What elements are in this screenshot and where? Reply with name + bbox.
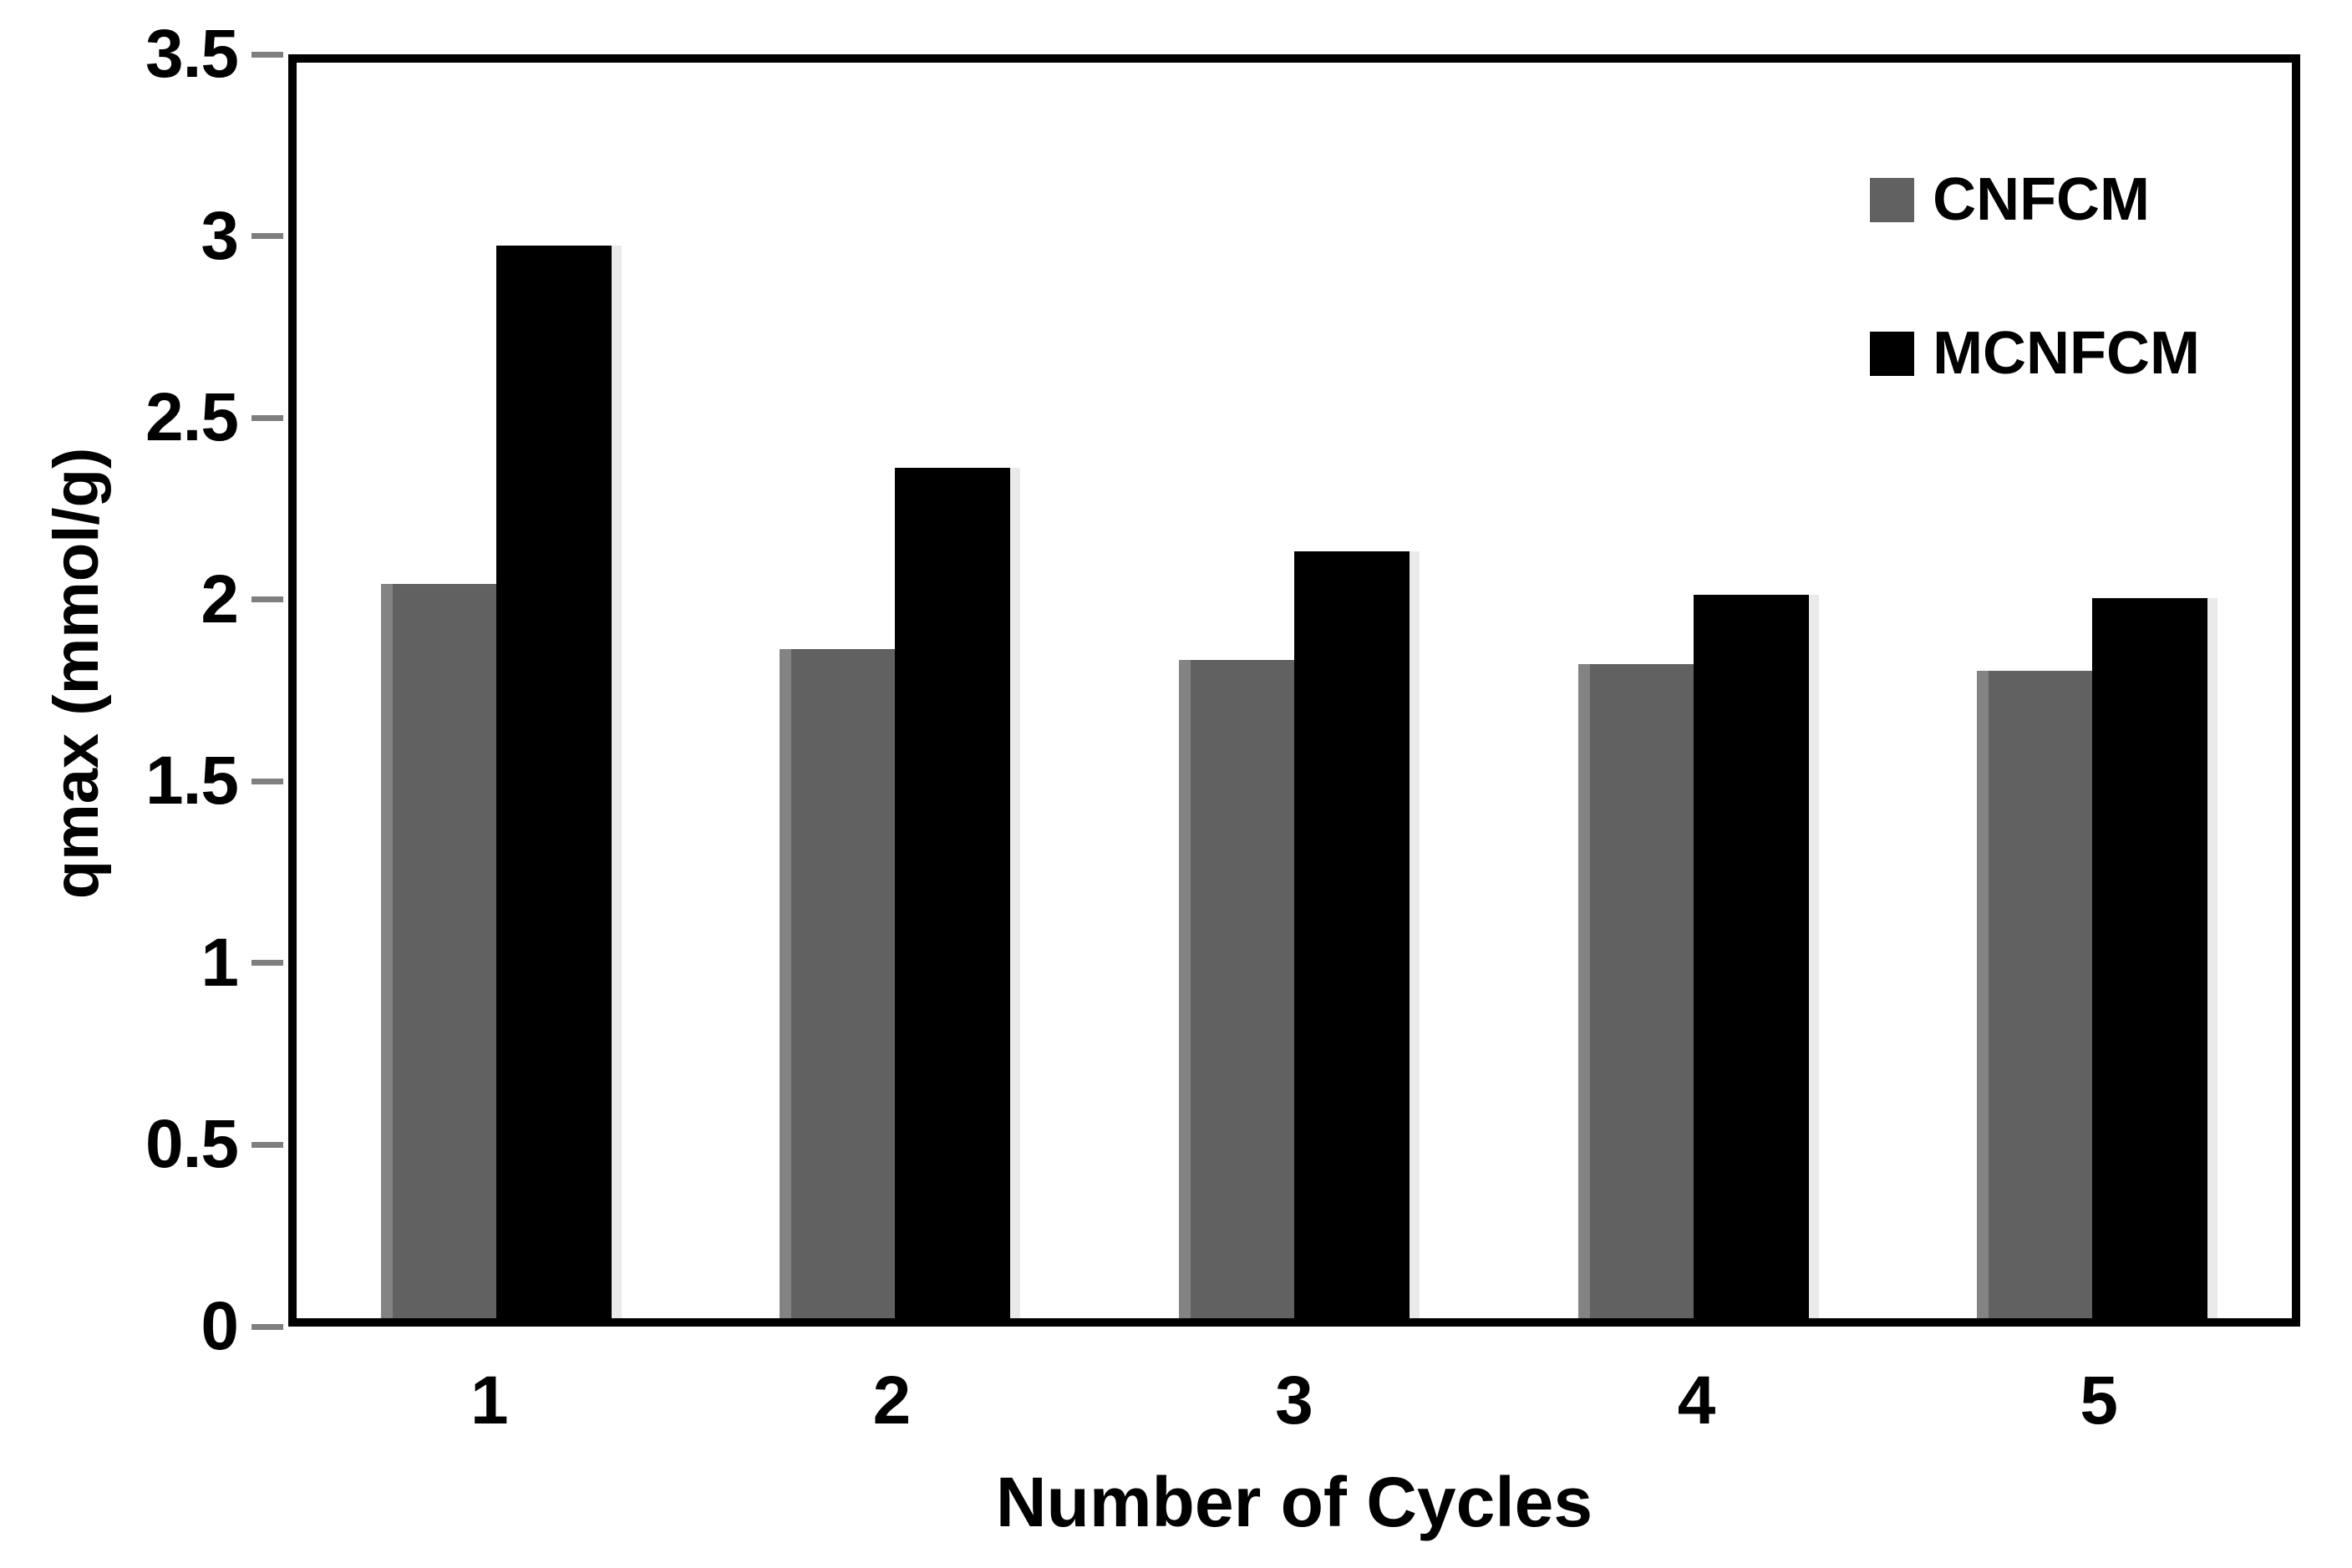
bar-mcnfcm-cycle-5 bbox=[2092, 598, 2208, 1318]
legend-swatch-cnfcm bbox=[1870, 177, 1915, 222]
bar-group-cycle-1 bbox=[297, 63, 696, 1318]
y-tick-mark bbox=[251, 414, 283, 421]
bar-group-cycle-2 bbox=[696, 63, 1095, 1318]
legend-label-mcnfcm: MCNFCM bbox=[1933, 320, 2200, 387]
x-tick-label: 3 bbox=[1275, 1362, 1313, 1439]
bar-cnfcm-cycle-2 bbox=[780, 649, 896, 1318]
bar-cnfcm-cycle-5 bbox=[1977, 671, 2093, 1318]
y-tick-label: 1 bbox=[201, 924, 239, 1001]
x-tick-label: 4 bbox=[1677, 1362, 1716, 1439]
legend-swatch-mcnfcm bbox=[1870, 331, 1915, 376]
bar-group-cycle-5 bbox=[1892, 63, 2292, 1318]
y-tick-mark bbox=[251, 233, 283, 240]
y-tick-label: 3.5 bbox=[145, 16, 239, 92]
y-tick-label: 1.5 bbox=[145, 743, 239, 820]
bar-mcnfcm-cycle-2 bbox=[895, 467, 1011, 1318]
y-tick-label: 0.5 bbox=[145, 1106, 239, 1183]
y-tick-mark bbox=[251, 778, 283, 784]
x-tick-label: 5 bbox=[2080, 1362, 2118, 1439]
legend-item: MCNFCM bbox=[1870, 323, 2200, 383]
y-tick-label: 0 bbox=[201, 1288, 239, 1364]
y-tick-mark bbox=[251, 960, 283, 967]
bar-cnfcm-cycle-3 bbox=[1178, 660, 1294, 1318]
plot-area: CNFCM MCNFCM bbox=[288, 54, 2300, 1327]
y-tick-label: 2 bbox=[201, 561, 239, 637]
y-tick-mark bbox=[251, 1141, 283, 1148]
legend: CNFCM MCNFCM bbox=[1870, 170, 2200, 383]
bar-cnfcm-cycle-4 bbox=[1577, 663, 1694, 1318]
y-tick-mark bbox=[251, 1323, 283, 1330]
bar-mcnfcm-cycle-4 bbox=[1693, 595, 1809, 1318]
x-axis-tick-labels: 1 2 3 4 5 bbox=[288, 1363, 2300, 1439]
legend-item: CNFCM bbox=[1870, 170, 2200, 230]
bar-group-cycle-4 bbox=[1494, 63, 1893, 1318]
y-axis-title: qmax (mmol/g) bbox=[41, 447, 112, 900]
x-tick-label: 2 bbox=[872, 1362, 912, 1439]
y-tick-label: 3 bbox=[201, 197, 239, 274]
bar-cnfcm-cycle-1 bbox=[380, 584, 496, 1318]
legend-label-cnfcm: CNFCM bbox=[1933, 166, 2151, 233]
y-tick-mark bbox=[251, 51, 283, 58]
y-tick-mark bbox=[251, 596, 283, 603]
x-axis-title: Number of Cycles bbox=[995, 1463, 1593, 1541]
bars-layer bbox=[297, 63, 2292, 1318]
y-tick-label: 2.5 bbox=[145, 379, 239, 456]
bar-mcnfcm-cycle-3 bbox=[1293, 551, 1410, 1318]
bar-group-cycle-3 bbox=[1095, 63, 1494, 1318]
bar-mcnfcm-cycle-1 bbox=[495, 246, 612, 1318]
x-tick-label: 1 bbox=[470, 1362, 509, 1439]
